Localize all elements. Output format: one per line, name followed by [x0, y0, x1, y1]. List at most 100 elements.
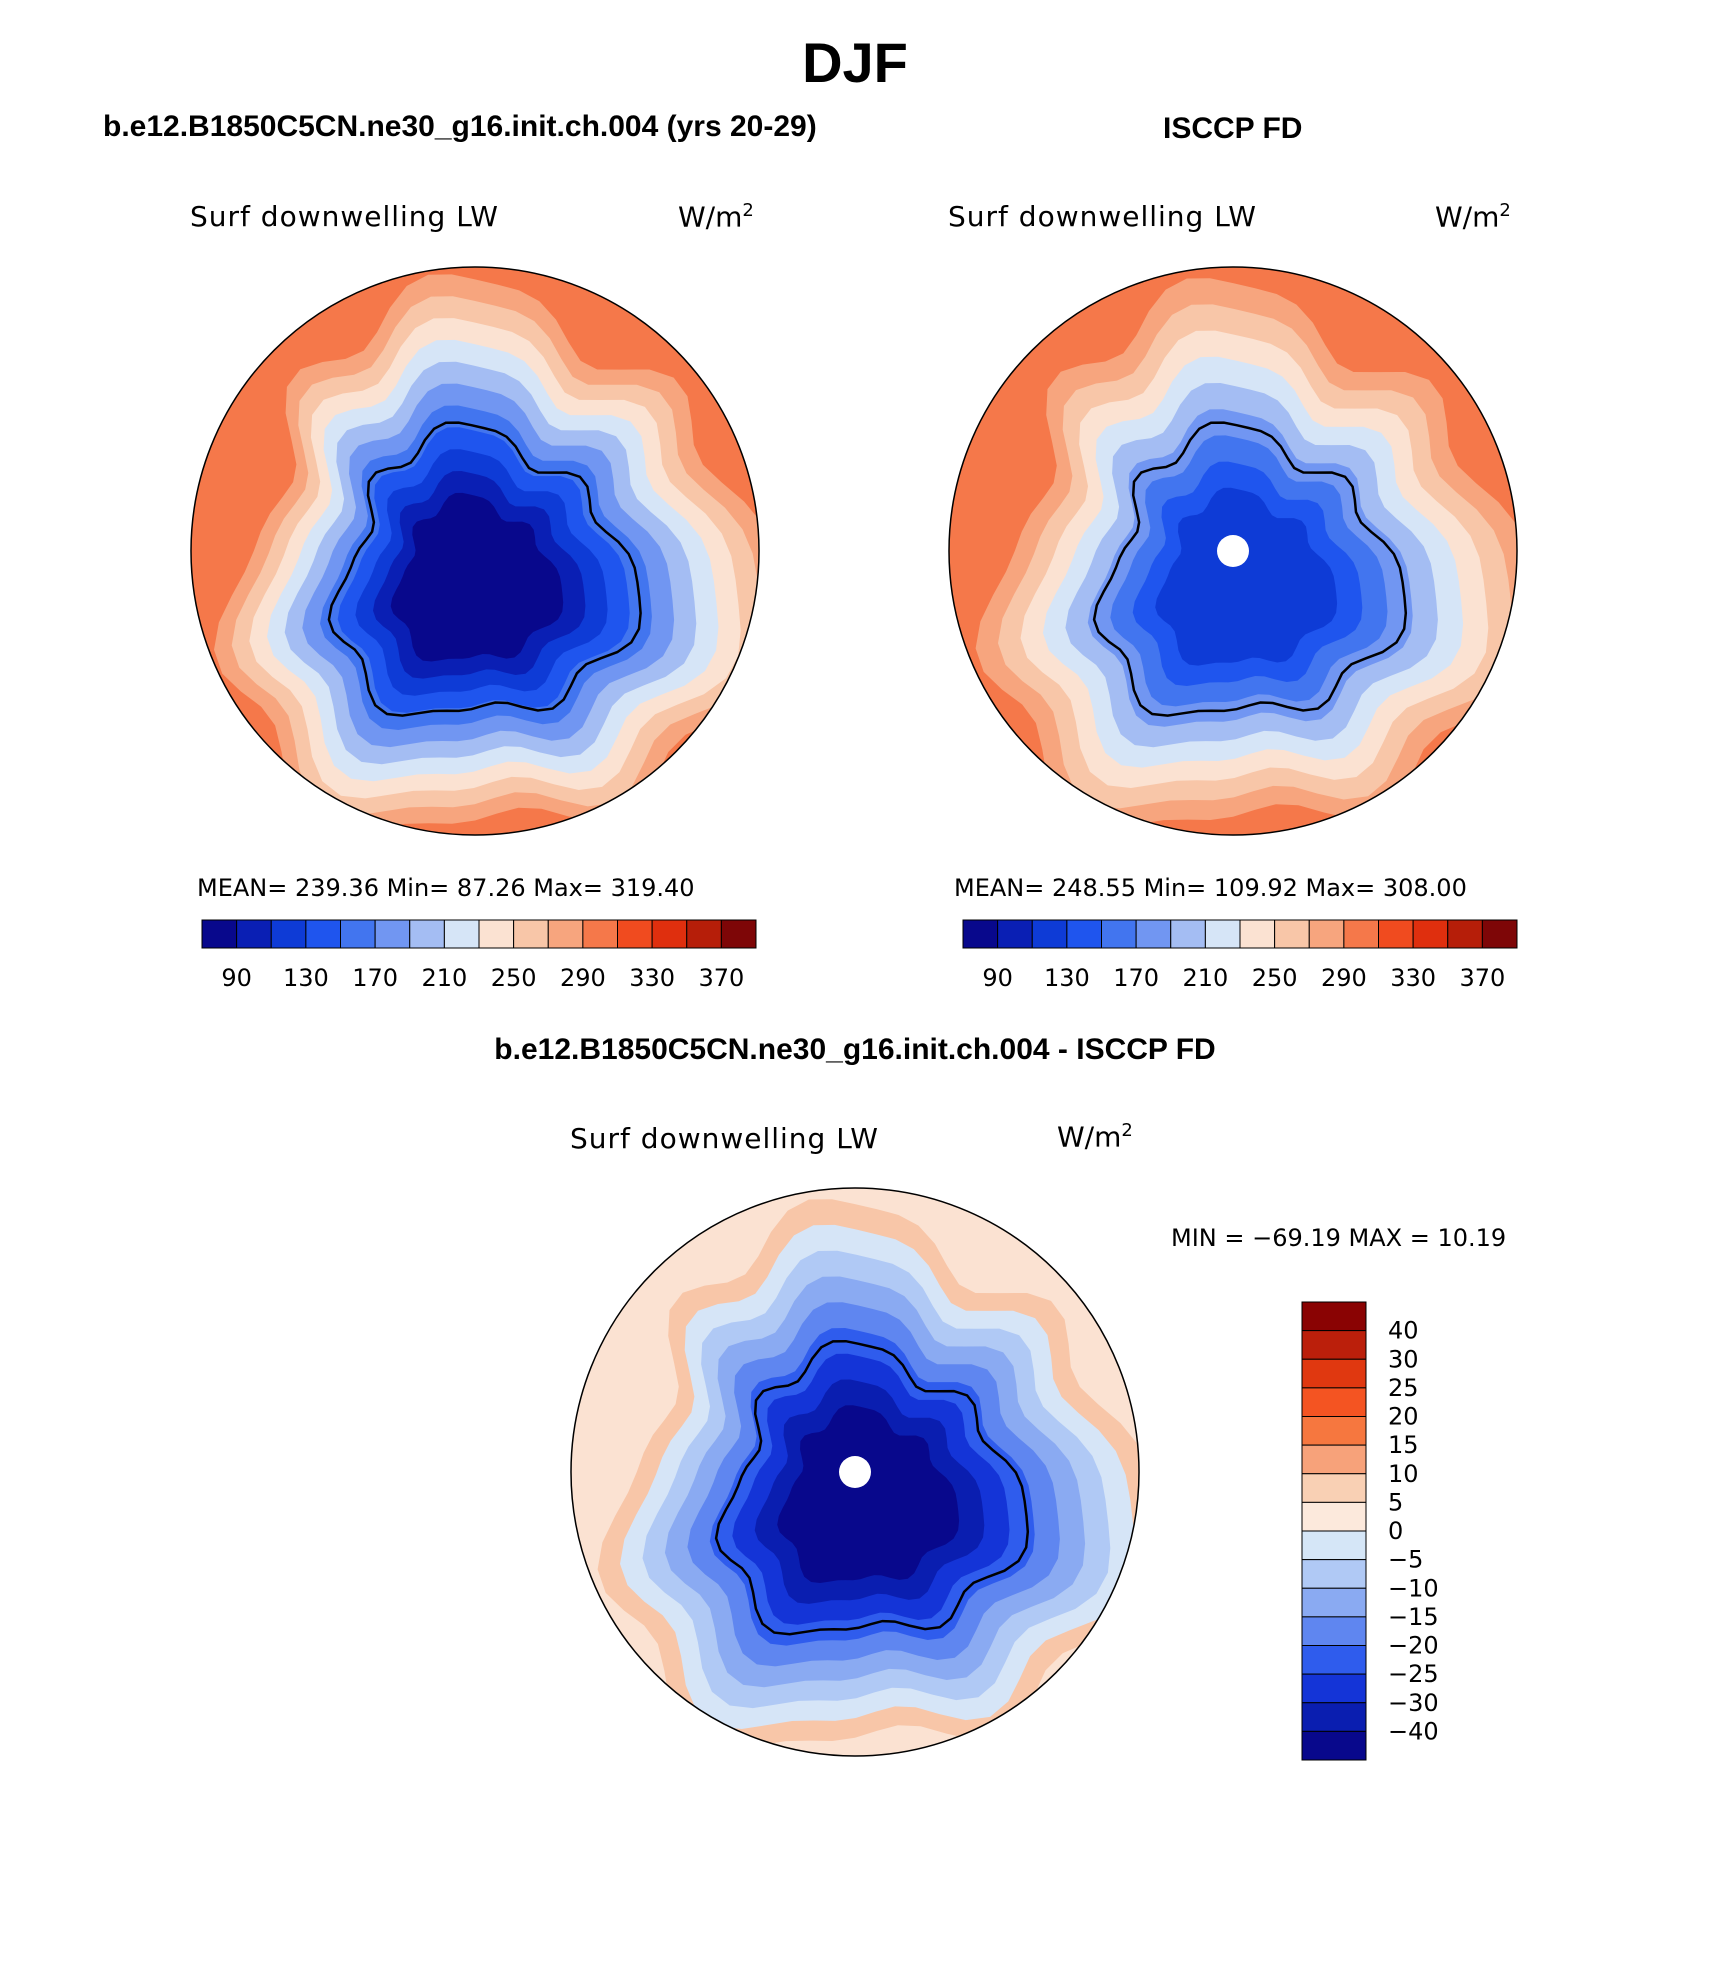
colorbar-swatch	[1066, 919, 1102, 949]
antarctica-coastline	[714, 1339, 1030, 1636]
colorbar-tick-label: 90	[221, 964, 252, 992]
model-units-label: W/m2	[678, 200, 754, 234]
diff-panel-title: b.e12.B1850C5CN.ne30_g16.init.ch.004 - I…	[494, 1033, 1216, 1066]
diff-stats: MIN = −69.19 MAX = 10.19	[1171, 1224, 1507, 1252]
colorbar-tick-label: −5	[1388, 1546, 1423, 1574]
colorbar-tick-label: 290	[560, 964, 606, 992]
colorbar-swatch	[1301, 1673, 1367, 1704]
colorbar-tick-label: 90	[982, 964, 1013, 992]
colorbar-swatch	[270, 919, 307, 949]
colorbar-swatch	[720, 919, 757, 949]
contour-band	[777, 1405, 960, 1583]
model-polar-map	[191, 267, 759, 835]
colorbar-swatch	[1301, 1416, 1367, 1446]
colorbar-tick-label: 370	[698, 964, 744, 992]
colorbar-tick-label: 130	[1044, 964, 1090, 992]
colorbar-tick-label: 0	[1388, 1517, 1403, 1545]
antarctica-coastline	[327, 421, 642, 717]
colorbar-swatch	[1301, 1387, 1367, 1417]
colorbar-tick-label: −25	[1388, 1660, 1439, 1688]
colorbar-tick-label: 370	[1459, 964, 1505, 992]
colorbar-swatch	[1378, 919, 1414, 949]
colorbar-swatch	[1239, 919, 1276, 949]
obs-units-label: W/m2	[1435, 200, 1511, 234]
colorbar-swatch	[1481, 919, 1518, 949]
colorbar-tick-label: 10	[1388, 1460, 1419, 1488]
colorbar-swatch	[1301, 1330, 1367, 1360]
colorbar-tick-label: 130	[283, 964, 329, 992]
colorbar-swatch	[1301, 1645, 1367, 1675]
model-field-label: Surf downwelling LW	[190, 200, 499, 233]
obs-stats: MEAN= 248.55 Min= 109.92 Max= 308.00	[954, 874, 1467, 902]
missing-data-pole	[1217, 535, 1249, 567]
diff-polar-map	[571, 1188, 1139, 1756]
colorbar-swatch	[1412, 919, 1449, 949]
colorbar-swatch	[1031, 919, 1068, 949]
colorbar-tick-label: 5	[1388, 1488, 1403, 1516]
colorbar-swatch	[1301, 1530, 1367, 1561]
colorbar-swatch	[305, 919, 341, 949]
colorbar-swatch	[1170, 919, 1206, 949]
colorbar-tick-label: −30	[1388, 1689, 1439, 1717]
colorbar-swatch	[1301, 1358, 1367, 1389]
colorbar-swatch	[1301, 1730, 1367, 1761]
colorbar-swatch	[513, 919, 549, 949]
colorbar-swatch	[340, 919, 376, 949]
colorbar-tick-label: 250	[491, 964, 537, 992]
colorbar-swatch	[1447, 919, 1483, 949]
model-panel-title: b.e12.B1850C5CN.ne30_g16.init.ch.004 (yr…	[103, 110, 817, 143]
obs-panel-title: ISCCP FD	[1163, 112, 1303, 145]
colorbar-swatch	[1308, 919, 1345, 949]
colorbar-tick-label: −40	[1388, 1717, 1439, 1745]
map-border	[570, 1187, 1140, 1757]
colorbar-tick-label: 15	[1388, 1431, 1419, 1459]
colorbar-swatch	[582, 919, 618, 949]
model-stats: MEAN= 239.36 Min= 87.26 Max= 319.40	[197, 874, 695, 902]
colorbar-swatch	[374, 919, 411, 949]
map-border	[948, 266, 1518, 836]
colorbar-tick-label: 210	[421, 964, 467, 992]
colorbar-tick-label: 290	[1321, 964, 1367, 992]
colorbar-swatch	[443, 919, 480, 949]
colorbar-tick-label: 330	[629, 964, 675, 992]
colorbar-swatch	[1301, 1587, 1367, 1618]
colorbar-tick-label: −15	[1388, 1603, 1439, 1631]
colorbar-tick-label: 40	[1388, 1317, 1419, 1345]
antarctica-coastline	[1092, 421, 1408, 717]
colorbar-tick-label: 20	[1388, 1403, 1419, 1431]
colorbar-tick-label: 250	[1252, 964, 1298, 992]
page-title: DJF	[802, 31, 908, 94]
colorbar-swatch	[1343, 919, 1379, 949]
obs-colorbar: 90 130 170 210 250 290 330 370	[962, 919, 1518, 992]
colorbar-swatch	[1301, 1559, 1367, 1589]
colorbar-swatch	[1301, 1616, 1367, 1646]
colorbar-swatch	[1101, 919, 1137, 949]
colorbar-swatch	[1204, 919, 1241, 949]
colorbar-swatch	[1301, 1702, 1367, 1732]
obs-field-label: Surf downwelling LW	[948, 200, 1257, 233]
colorbar-swatch	[1135, 919, 1172, 949]
model-colorbar: 90 130 170 210 250 290 330 370	[201, 919, 757, 992]
colorbar-tick-label: 170	[1113, 964, 1159, 992]
colorbar-swatch	[1301, 1501, 1367, 1532]
colorbar-swatch	[547, 919, 584, 949]
colorbar-swatch	[651, 919, 688, 949]
contour-band	[390, 492, 564, 662]
colorbar-swatch	[409, 919, 445, 949]
colorbar-tick-label: −20	[1388, 1632, 1439, 1660]
diff-units-label: W/m2	[1057, 1120, 1133, 1154]
colorbar-swatch	[1301, 1473, 1367, 1503]
colorbar-swatch	[686, 919, 722, 949]
map-overlays	[190, 266, 1518, 1757]
colorbar-swatch	[201, 919, 238, 949]
colorbar-tick-label: 330	[1390, 964, 1436, 992]
missing-data-pole	[839, 1456, 871, 1488]
colorbar-tick-label: 25	[1388, 1374, 1419, 1402]
colorbar-swatch	[1301, 1301, 1367, 1332]
colorbar-swatch	[962, 919, 999, 949]
colorbar-swatch	[997, 919, 1033, 949]
colorbar-swatch	[617, 919, 653, 949]
colorbar-swatch	[1301, 1444, 1367, 1475]
colorbar-swatch	[478, 919, 515, 949]
colorbar-tick-label: −10	[1388, 1574, 1439, 1602]
